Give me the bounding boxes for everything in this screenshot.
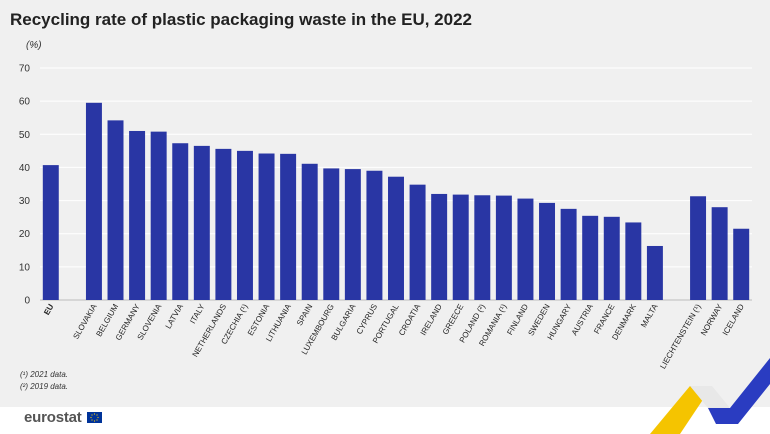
- bar-estonia: [258, 153, 275, 300]
- bar-hungary: [560, 208, 577, 300]
- x-tick-label: ICELAND: [721, 302, 746, 337]
- bar-ireland: [431, 193, 448, 300]
- x-tick-label: MALTA: [639, 302, 660, 329]
- y-tick-label: 0: [24, 296, 30, 307]
- chart-title: Recycling rate of plastic packaging wast…: [10, 10, 472, 29]
- bar-netherlands: [215, 148, 232, 300]
- y-tick-label: 30: [19, 196, 31, 207]
- y-tick-label: 50: [19, 130, 31, 141]
- bar-romania: [495, 195, 512, 300]
- bar-germany: [129, 130, 146, 300]
- bar-belgium: [107, 120, 124, 300]
- bar-luxembourg: [323, 168, 340, 300]
- bar-liechtenstein: [690, 196, 707, 300]
- bar-czechia: [236, 150, 253, 300]
- bar-slovakia: [85, 102, 102, 300]
- y-tick-label: 60: [19, 97, 31, 108]
- bar-bulgaria: [344, 169, 361, 300]
- eurostat-chevron-decoration: [650, 358, 770, 434]
- eurostat-logo[interactable]: eurostat: [24, 407, 102, 427]
- footnote-2019: (²) 2019 data.: [20, 382, 69, 391]
- y-tick-label: 40: [19, 163, 31, 174]
- bar-finland: [517, 198, 534, 300]
- bar-norway: [711, 207, 728, 300]
- x-tick-label: SPAIN: [295, 302, 315, 327]
- bar-cyprus: [366, 170, 383, 300]
- unit-label: (%): [26, 40, 42, 51]
- bar-austria: [582, 215, 599, 300]
- eurostat-wordmark: eurostat: [24, 408, 82, 426]
- y-tick-label: 10: [19, 262, 31, 273]
- bar-iceland: [733, 228, 750, 300]
- bar-croatia: [409, 184, 426, 300]
- bar-france: [603, 216, 620, 300]
- bar-lithuania: [280, 153, 297, 300]
- bar-greece: [452, 194, 469, 300]
- bar-spain: [301, 163, 318, 300]
- bar-portugal: [388, 176, 404, 300]
- bar-italy: [193, 145, 210, 300]
- x-tick-label: EU: [42, 302, 55, 316]
- footer: [0, 407, 770, 434]
- footnote-2021: (¹) 2021 data.: [20, 370, 69, 379]
- x-tick-label: LATVIA: [164, 302, 186, 330]
- y-tick-label: 20: [19, 229, 31, 240]
- eu-flag-icon: [86, 411, 102, 423]
- y-axis-ticks: 0 10 20 30 40 50 60 70: [19, 64, 31, 307]
- bar-latvia: [172, 143, 189, 300]
- bar-malta: [646, 245, 663, 300]
- bar-poland: [474, 195, 491, 300]
- bar-sweden: [539, 202, 556, 300]
- x-tick-label: FRANCE: [592, 303, 616, 336]
- bar-slovenia: [150, 131, 167, 300]
- bars: [42, 102, 750, 300]
- x-tick-label: AUSTRIA: [570, 302, 595, 337]
- bar-chart: 0 10 20 30 40 50 60 70 EU SLOVAKIABELGIUMGERMANY…: [19, 64, 752, 371]
- x-tick-label: ITALY: [188, 302, 207, 325]
- bar-eu: [42, 165, 59, 300]
- bar-denmark: [625, 222, 642, 300]
- y-tick-label: 70: [19, 64, 31, 75]
